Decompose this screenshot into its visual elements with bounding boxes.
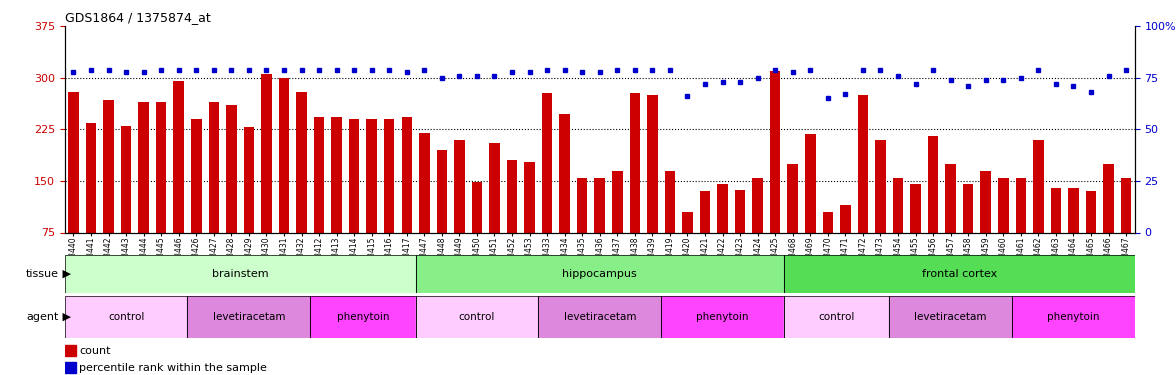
Bar: [946, 164, 956, 232]
Bar: [910, 184, 921, 232]
Text: GDS1864 / 1375874_at: GDS1864 / 1375874_at: [65, 11, 211, 24]
Bar: [243, 128, 254, 232]
Bar: [507, 160, 517, 232]
Text: frontal cortex: frontal cortex: [922, 269, 997, 279]
Text: phenytoin: phenytoin: [336, 312, 389, 322]
Bar: [173, 81, 183, 232]
Text: ▶: ▶: [59, 269, 71, 279]
Bar: [415, 255, 784, 292]
Bar: [1016, 177, 1027, 232]
Text: levetiracetam: levetiracetam: [563, 312, 636, 322]
Bar: [612, 171, 622, 232]
Text: levetiracetam: levetiracetam: [915, 312, 987, 322]
Bar: [647, 95, 657, 232]
Bar: [156, 102, 167, 232]
Text: agent: agent: [26, 312, 59, 322]
Bar: [187, 296, 310, 338]
Bar: [857, 95, 868, 232]
Bar: [1068, 188, 1078, 232]
Bar: [279, 78, 289, 232]
Bar: [332, 117, 342, 232]
Bar: [86, 123, 96, 232]
Text: count: count: [80, 346, 111, 356]
Bar: [296, 92, 307, 232]
Bar: [121, 126, 132, 232]
Bar: [577, 177, 588, 232]
Bar: [191, 119, 201, 232]
Bar: [454, 140, 465, 232]
Bar: [840, 205, 850, 232]
Bar: [700, 191, 710, 232]
Bar: [893, 177, 903, 232]
Bar: [415, 296, 539, 338]
Bar: [367, 119, 377, 232]
Bar: [436, 150, 447, 232]
Text: control: control: [818, 312, 855, 322]
Bar: [1103, 164, 1114, 232]
Bar: [139, 102, 149, 232]
Bar: [226, 105, 236, 232]
Bar: [314, 117, 325, 232]
Bar: [717, 184, 728, 232]
Bar: [822, 212, 833, 232]
Text: hippocampus: hippocampus: [562, 269, 637, 279]
Bar: [875, 140, 886, 232]
Text: phenytoin: phenytoin: [696, 312, 749, 322]
Bar: [472, 182, 482, 232]
Bar: [770, 71, 781, 232]
Bar: [595, 177, 604, 232]
Bar: [1013, 296, 1135, 338]
Text: ▶: ▶: [59, 312, 71, 322]
Bar: [1085, 191, 1096, 232]
Bar: [261, 74, 272, 232]
Bar: [998, 177, 1009, 232]
Bar: [889, 296, 1013, 338]
Bar: [542, 93, 553, 232]
Bar: [1121, 177, 1131, 232]
Text: control: control: [108, 312, 145, 322]
Bar: [784, 296, 889, 338]
Bar: [629, 93, 640, 232]
Bar: [753, 177, 763, 232]
Bar: [68, 92, 79, 232]
Bar: [401, 117, 412, 232]
Bar: [1033, 140, 1043, 232]
Bar: [661, 296, 784, 338]
Text: brainstem: brainstem: [212, 269, 268, 279]
Bar: [310, 296, 415, 338]
Bar: [65, 362, 76, 374]
Bar: [489, 143, 500, 232]
Bar: [385, 119, 394, 232]
Bar: [419, 133, 429, 232]
Text: levetiracetam: levetiracetam: [213, 312, 285, 322]
Text: phenytoin: phenytoin: [1047, 312, 1100, 322]
Bar: [928, 136, 938, 232]
Bar: [963, 184, 974, 232]
Bar: [65, 255, 415, 292]
Bar: [103, 100, 114, 232]
Text: percentile rank within the sample: percentile rank within the sample: [80, 363, 267, 373]
Bar: [539, 296, 661, 338]
Bar: [806, 134, 815, 232]
Bar: [735, 190, 746, 232]
Bar: [788, 164, 799, 232]
Bar: [560, 114, 570, 232]
Bar: [981, 171, 991, 232]
Text: control: control: [459, 312, 495, 322]
Bar: [664, 171, 675, 232]
Bar: [524, 162, 535, 232]
Bar: [682, 212, 693, 232]
Bar: [65, 345, 76, 356]
Bar: [349, 119, 360, 232]
Bar: [1050, 188, 1061, 232]
Bar: [208, 102, 219, 232]
Text: tissue: tissue: [26, 269, 59, 279]
Bar: [65, 296, 187, 338]
Bar: [784, 255, 1135, 292]
